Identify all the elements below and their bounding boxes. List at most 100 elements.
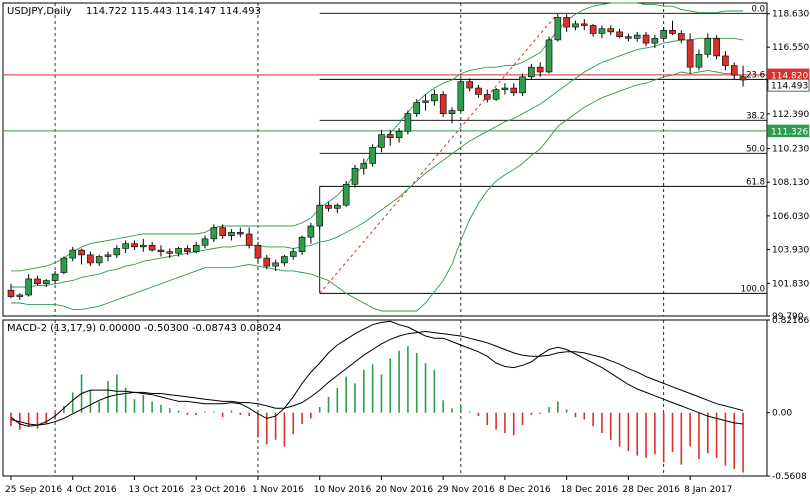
candle-body [192, 244, 200, 252]
candle-body [439, 94, 447, 114]
candle-body [616, 31, 623, 37]
candle-body [104, 254, 112, 257]
bollinger-lower-band [11, 69, 744, 312]
candle-body [184, 248, 191, 252]
time-tick-label: 8 Dec 2016 [499, 485, 551, 495]
price-tick-label: 101.830 [772, 279, 809, 289]
candle-body [625, 36, 632, 39]
time-tick-label: 29 Nov 2016 [437, 485, 495, 495]
candle-body [342, 183, 350, 206]
candle-body [695, 54, 703, 68]
candle-body [422, 100, 429, 103]
candle-body [34, 278, 41, 285]
macd-tick-label: -0.5608 [772, 472, 807, 482]
candle-body [25, 278, 32, 296]
time-tick-label: 20 Nov 2016 [375, 485, 433, 495]
fib-level-label: 61.8 [746, 177, 765, 187]
candle-body [598, 28, 606, 34]
candle-body [589, 25, 597, 34]
price-label-text: 111.326 [771, 127, 808, 137]
bollinger-middle-band [11, 37, 744, 288]
candle-body [201, 238, 209, 246]
candle-body [87, 254, 94, 264]
time-tick-label: 25 Sep 2016 [5, 485, 62, 495]
horizontal-lines [3, 74, 767, 132]
time-tick-label: 1 Nov 2016 [252, 485, 304, 495]
candle-body [7, 289, 15, 297]
fib-level-label: 50.0 [746, 144, 765, 154]
candle-body [316, 204, 324, 227]
candle-body [669, 29, 676, 34]
candle-body [289, 251, 297, 257]
candle-body [307, 225, 315, 238]
price-chart-title: USDJPY,Daily [7, 6, 72, 17]
candle-body [730, 65, 738, 76]
candle-body [633, 34, 641, 39]
candle-body [351, 167, 359, 185]
price-label-text: 114.493 [771, 82, 808, 92]
time-tick-label: 23 Oct 2016 [190, 485, 246, 495]
candle-body [483, 94, 491, 100]
candle-body [16, 294, 24, 297]
candle-body [69, 249, 77, 259]
time-tick-label: 13 Oct 2016 [128, 485, 184, 495]
ohlc-readout: 114.722 115.443 114.147 114.493 [86, 6, 261, 17]
candle-body [431, 94, 438, 102]
candle-body [78, 249, 85, 256]
price-tick-label: 112.390 [772, 110, 809, 120]
price-label-boxes: 114.820 111.326 114.493 [767, 68, 810, 138]
candle-body [157, 249, 165, 252]
time-tick-label: 4 Oct 2016 [67, 485, 117, 495]
candle-body [263, 257, 271, 267]
fib-level-label: 0.0 [751, 4, 765, 14]
time-tick-label: 18 Dec 2016 [561, 485, 619, 495]
candle-body [228, 232, 235, 236]
candle-body [678, 33, 685, 41]
candle-body [272, 262, 279, 267]
candle-body [510, 87, 518, 94]
candle-body [131, 243, 138, 248]
candle-body [660, 29, 667, 39]
macd-title: MACD-2 (13,17,9) 0.00000 -0.50300 -0.087… [7, 323, 281, 334]
macd-signal-line [10, 330, 744, 426]
candle-body [281, 256, 288, 264]
candle-body [95, 256, 103, 264]
candle-body [378, 134, 385, 148]
candle-body [475, 87, 482, 95]
price-tick-label: 99.790 [772, 312, 804, 322]
candle-body [404, 113, 412, 132]
price-tick-label: 116.550 [772, 43, 809, 53]
macd-axis: 0.82166 0.00 -0.5608 [767, 316, 809, 482]
candle-body [642, 34, 650, 44]
price-tick-label: 118.630 [772, 10, 809, 20]
candle-body [554, 17, 562, 41]
time-tick-label: 28 Dec 2016 [622, 485, 680, 495]
candle-body [722, 55, 729, 66]
price-label-box [767, 78, 810, 92]
candle-body [51, 273, 59, 281]
price-label-text: 114.820 [771, 71, 808, 81]
price-tick-label: 106.030 [772, 212, 809, 222]
candle-body [210, 227, 218, 240]
candle-body [457, 81, 465, 111]
candlestick-series [7, 14, 747, 300]
macd-series [10, 320, 744, 473]
candle-body [395, 131, 403, 139]
candle-body [563, 17, 570, 28]
price-tick-label: 103.930 [772, 246, 809, 256]
time-axis: 25 Sep 2016 4 Oct 2016 13 Oct 2016 23 Oct 2… [5, 476, 732, 495]
time-tick-label: 8 Jan 2017 [684, 485, 732, 495]
candle-body [713, 37, 720, 57]
macd-tick-label: 0.82166 [772, 316, 809, 326]
price-pane-frame [2, 2, 768, 317]
macd-tick-label: 0.00 [772, 409, 792, 419]
price-label-box [767, 124, 810, 138]
candle-body [360, 163, 368, 169]
candle-body [42, 280, 50, 285]
fib-level-label: 100.0 [741, 284, 765, 294]
candle-body [140, 244, 147, 248]
candle-body [501, 87, 509, 90]
candle-body [528, 66, 535, 78]
